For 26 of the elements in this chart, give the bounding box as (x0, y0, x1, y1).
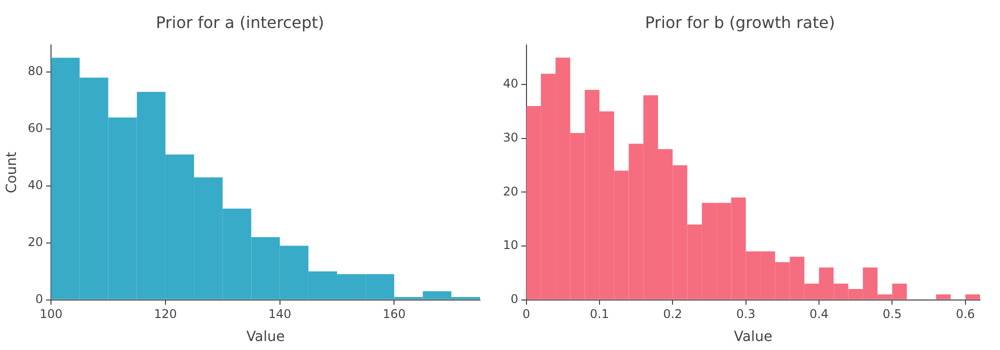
x-tick-label: 0.2 (663, 307, 682, 322)
x-axis-title: Value (734, 329, 772, 346)
x-tick-label: 0.3 (736, 307, 756, 322)
y-tick-label: 0 (510, 292, 518, 306)
x-tick-label: 140 (268, 307, 292, 322)
y-tick-label: 40 (502, 76, 518, 91)
x-tick-label: 100 (40, 307, 63, 322)
x-tick-label: 0.4 (809, 307, 829, 322)
y-tick-label: 30 (502, 130, 518, 144)
x-tick-label: 0 (522, 307, 530, 322)
x-tick-label: 0.1 (590, 307, 609, 322)
y-tick-label: 40 (28, 178, 44, 192)
x-axis-title: Value (246, 329, 285, 346)
chart-title: Prior for a (intercept) (156, 12, 324, 32)
y-tick-label: 0 (35, 292, 44, 306)
x-tick-label: 0.5 (882, 307, 902, 322)
y-tick-label: 10 (502, 238, 518, 252)
chart-title: Prior for b (growth rate) (645, 12, 835, 32)
y-axis-title: Count (4, 151, 20, 194)
y-tick-label: 60 (28, 121, 44, 136)
x-tick-label: 0.6 (956, 307, 975, 322)
y-tick-label: 20 (502, 184, 518, 198)
y-tick-label: 20 (28, 234, 44, 249)
y-tick-label: 80 (28, 64, 44, 78)
x-tick-label: 160 (382, 307, 406, 322)
x-tick-label: 120 (154, 307, 177, 322)
